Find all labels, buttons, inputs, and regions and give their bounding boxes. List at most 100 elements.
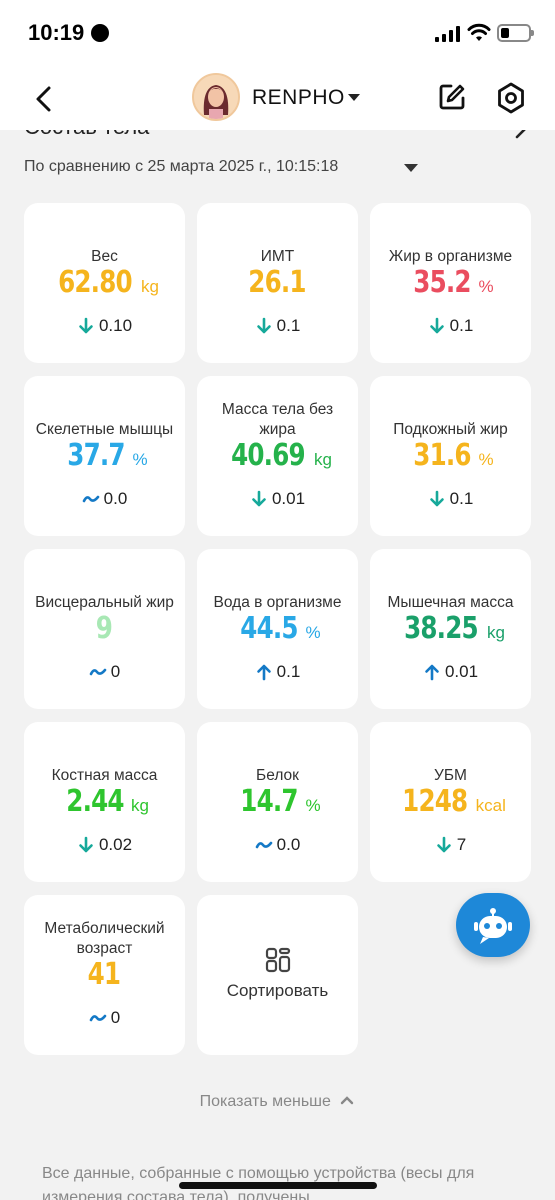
metric-unit: % [132, 450, 148, 469]
metric-number: 31.6 [413, 438, 472, 473]
metric-number: 2.44 [66, 784, 124, 819]
metric-value: 2.44 kg [24, 784, 185, 826]
metric-delta-value: 0.1 [276, 316, 301, 335]
chevron-down-icon[interactable] [404, 164, 418, 172]
arrow-down-icon [252, 490, 266, 507]
metrics-grid: Вес 62.80 kg 0.10 ИМТ 26.1 0.1 Жир в организме 3… [24, 203, 532, 1055]
metric-unit: % [305, 623, 321, 642]
metric-number: 62.80 [58, 265, 133, 300]
metric-delta: 0.02 [24, 835, 185, 855]
metric-unit: kg [140, 277, 159, 296]
chevron-up-icon [341, 1096, 354, 1105]
metric-unit: % [478, 277, 494, 296]
show-less-label: Показать меньше [199, 1093, 331, 1110]
home-indicator[interactable] [179, 1182, 377, 1189]
metric-delta: 0 [24, 662, 185, 682]
arrow-up-icon [425, 664, 439, 681]
metric-unit: kg [313, 450, 332, 469]
metric-number: 44.5 [240, 611, 299, 646]
metric-card[interactable]: Вода в организме 44.5% 0.1 [197, 549, 358, 709]
metric-label: Висцеральный жир [35, 594, 174, 611]
show-less-button[interactable]: Показать меньше [0, 1092, 555, 1111]
metric-card[interactable]: Подкожный жир 31.6% 0.1 [370, 376, 531, 536]
recording-dot-icon [91, 24, 109, 42]
metric-card[interactable]: Вес 62.80 kg 0.10 [24, 203, 185, 363]
metric-delta: 0.1 [197, 316, 358, 336]
metric-card[interactable]: УБМ 1248 kcal 7 [370, 722, 531, 882]
metric-delta: 0.0 [24, 489, 185, 509]
back-arrow-icon[interactable] [28, 82, 62, 116]
arrow-up-icon [256, 664, 271, 681]
metric-card[interactable]: ИМТ 26.1 0.1 [197, 203, 358, 363]
metric-delta-value: 7 [456, 835, 467, 854]
cellular-signal-icon [435, 26, 460, 42]
metric-card[interactable]: Метаболический возраст 41 0 [24, 895, 185, 1055]
metric-delta: 0.1 [370, 316, 531, 336]
metric-number: 38.25 [404, 611, 479, 646]
metric-label: УБМ [434, 767, 467, 784]
sort-button[interactable]: Сортировать [197, 895, 358, 1055]
metric-card[interactable]: Масса тела без жира 40.69 kg 0.01 [197, 376, 358, 536]
metric-delta-value: 0.01 [444, 662, 479, 681]
wave-icon [82, 495, 99, 503]
chevron-down-icon[interactable] [348, 94, 360, 101]
avatar[interactable] [192, 73, 240, 121]
metric-delta-value: 0.1 [276, 662, 301, 681]
arrow-down-icon [429, 317, 444, 334]
arrow-down-icon [436, 836, 451, 853]
metric-label: Масса тела без жира [221, 401, 334, 438]
wave-icon [89, 668, 107, 676]
metric-delta: 7 [370, 835, 531, 855]
chat-bot-icon [474, 908, 512, 944]
metric-card[interactable]: Висцеральный жир 9 0 [24, 549, 185, 709]
metric-label: Мышечная масса [387, 594, 514, 611]
arrow-down-icon [79, 836, 93, 853]
metric-label: Вода в организме [213, 594, 342, 611]
assistant-button[interactable] [456, 893, 530, 957]
metric-label: Костная масса [51, 767, 158, 784]
comparison-date[interactable]: По сравнению с 25 марта 2025 г., 10:15:1… [24, 158, 339, 175]
metric-value: 31.6% [370, 438, 531, 480]
metric-unit: % [478, 450, 494, 469]
status-time: 10:19 [28, 20, 85, 45]
metric-card[interactable]: Мышечная масса 38.25 kg 0.01 [370, 549, 531, 709]
metric-value: 26.1 [197, 265, 358, 307]
metric-number: 37.7 [67, 438, 126, 473]
metric-value: 1248 kcal [370, 784, 531, 826]
metric-number: 35.2 [413, 265, 472, 300]
metric-label: Скелетные мышцы [35, 421, 174, 438]
metric-value: 38.25 kg [370, 611, 531, 653]
metric-delta-value: 0.01 [271, 489, 306, 508]
arrow-down-icon [429, 490, 444, 507]
account-name[interactable]: RENPHO [252, 86, 345, 109]
metric-label: Метаболический возраст [44, 920, 165, 957]
metric-label: ИМТ [260, 248, 295, 265]
metric-label: Белок [256, 767, 299, 784]
metric-card[interactable]: Белок 14.7% 0.0 [197, 722, 358, 882]
metric-unit: kcal [475, 796, 506, 815]
metric-value: 40.69 kg [197, 438, 358, 480]
edit-icon[interactable] [436, 81, 468, 113]
metric-card[interactable]: Жир в организме 35.2% 0.1 [370, 203, 531, 363]
metric-value: 14.7% [197, 784, 358, 826]
metric-delta: 0.10 [24, 316, 185, 336]
metric-value: 44.5% [197, 611, 358, 653]
arrow-down-icon [79, 317, 93, 334]
sort-icon [265, 947, 291, 973]
top-nav: RENPHO [0, 70, 555, 130]
wave-icon [89, 1014, 107, 1022]
metric-value: 62.80 kg [24, 265, 185, 307]
metric-delta-value: 0.1 [449, 316, 474, 335]
status-bar: 10:19 [0, 0, 555, 70]
metric-unit: kg [131, 796, 149, 815]
metric-label: Подкожный жир [393, 421, 508, 438]
metric-delta: 0 [24, 1008, 185, 1028]
metric-card[interactable]: Костная масса 2.44 kg 0.02 [24, 722, 185, 882]
metric-delta-value: 0.10 [98, 316, 133, 335]
metric-card[interactable]: Скелетные мышцы 37.7% 0.0 [24, 376, 185, 536]
metric-delta: 0.01 [370, 662, 531, 682]
section-title: Состав тела [24, 130, 149, 140]
gear-icon[interactable] [494, 81, 528, 115]
wave-icon [255, 841, 272, 849]
metric-value: 9 [24, 611, 185, 653]
